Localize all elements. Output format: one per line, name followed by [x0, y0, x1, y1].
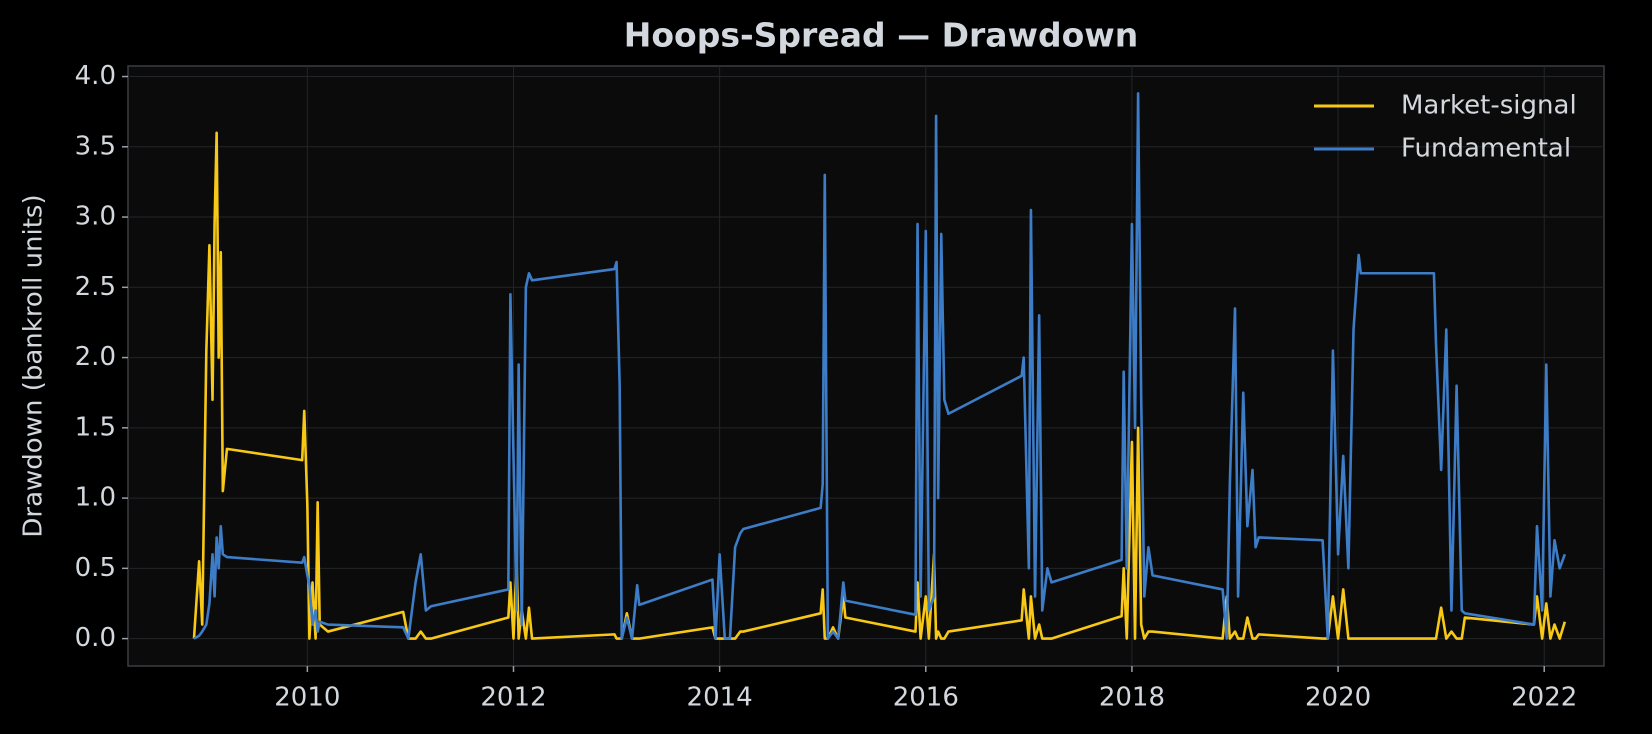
y-tick-label: 3.5 — [75, 131, 116, 161]
data-line — [193, 92, 1567, 640]
legend-label: Market-signal — [1401, 91, 1577, 121]
legend-label: Fundamental — [1401, 134, 1571, 164]
y-axis-label: Drawdown (bankroll units) — [19, 194, 49, 537]
y-tick-label: 4.0 — [75, 61, 116, 91]
x-tick-label: 2012 — [480, 683, 546, 713]
x-tick-label: 2020 — [1305, 683, 1371, 713]
y-tick-label: 0.0 — [75, 623, 116, 653]
y-tick-label: 0.5 — [75, 553, 116, 583]
x-tick-label: 2014 — [687, 683, 753, 713]
y-tick-label: 2.5 — [75, 272, 116, 302]
x-tick-label: 2018 — [1099, 683, 1165, 713]
y-tick-label: 2.0 — [75, 342, 116, 372]
plot-area — [127, 65, 1605, 667]
data-line — [192, 131, 1567, 640]
x-tick-label: 2010 — [274, 683, 340, 713]
x-tick-label: 2016 — [893, 683, 959, 713]
x-tick-label: 2022 — [1511, 683, 1577, 713]
y-tick-label: 1.5 — [75, 412, 116, 442]
chart-title: Hoops-Spread — Drawdown — [624, 16, 1139, 55]
y-tick-label: 3.0 — [75, 202, 116, 232]
y-tick-label: 1.0 — [75, 483, 116, 513]
